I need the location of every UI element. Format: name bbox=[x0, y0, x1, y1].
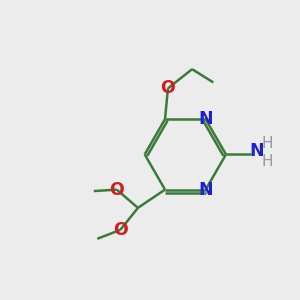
Text: H: H bbox=[261, 154, 273, 169]
Text: N: N bbox=[198, 181, 213, 199]
Text: O: O bbox=[113, 221, 128, 239]
Text: H: H bbox=[261, 136, 273, 151]
Text: N: N bbox=[249, 142, 264, 160]
Text: N: N bbox=[198, 110, 213, 128]
Text: O: O bbox=[110, 181, 124, 199]
Text: O: O bbox=[160, 79, 175, 97]
